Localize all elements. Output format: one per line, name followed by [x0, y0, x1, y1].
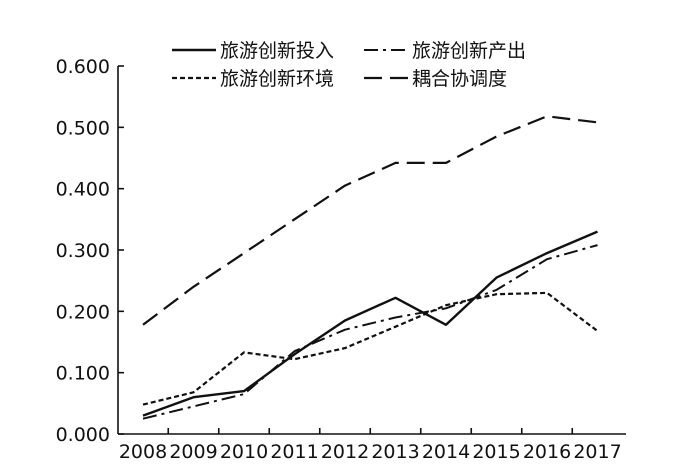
x-tick-label: 2014 [422, 441, 470, 463]
x-tick-label: 2017 [573, 441, 621, 463]
y-axis-ticks: 0.000 0.100 0.200 0.300 0.400 0.500 0.600 [56, 56, 124, 446]
series-line-4 [142, 115, 598, 326]
x-tick-label: 2016 [523, 441, 571, 463]
x-tick-label: 2010 [220, 441, 268, 463]
series-layer [142, 115, 599, 420]
y-tick-label: 0.400 [56, 179, 110, 201]
y-tick-label: 0.300 [56, 240, 110, 262]
x-tick-label: 2009 [169, 441, 217, 463]
series-line-2 [142, 244, 598, 420]
axes: 0.000 0.100 0.200 0.300 0.400 0.500 0.600 2008… [56, 56, 626, 463]
x-tick-label: 2013 [371, 441, 419, 463]
x-tick-label: 2008 [119, 441, 167, 463]
series-line-1 [142, 230, 598, 417]
x-tick-label: 2015 [472, 441, 520, 463]
legend-label-3: 旅游创新环境 [220, 68, 334, 90]
y-tick-label: 0.200 [56, 301, 110, 323]
x-tick-label: 2011 [270, 441, 318, 463]
x-axis-ticks: 2008 2009 2010 2011 2012 2013 2014 2015 2016 2017 [119, 428, 622, 463]
y-tick-label: 0.500 [56, 117, 110, 139]
y-tick-label: 0.600 [56, 56, 110, 78]
legend-label-4: 耦合协调度 [412, 68, 507, 90]
y-tick-label: 0.000 [56, 424, 110, 446]
legend-label-1: 旅游创新投入 [220, 40, 334, 62]
legend-label-2: 旅游创新产出 [412, 40, 526, 62]
series-line-3 [142, 291, 599, 406]
x-tick-label: 2012 [321, 441, 369, 463]
y-tick-label: 0.100 [56, 363, 110, 385]
